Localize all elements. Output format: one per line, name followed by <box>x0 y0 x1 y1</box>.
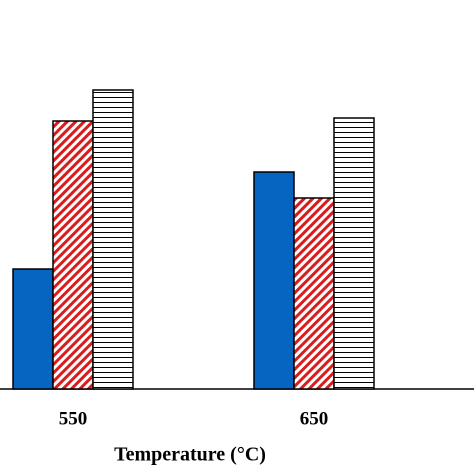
x-tick-label: 650 <box>300 408 329 429</box>
x-tick-label: 550 <box>59 408 88 429</box>
x-axis-title: Temperature (°C) <box>114 444 266 466</box>
bar <box>293 197 335 390</box>
bar <box>253 171 295 390</box>
bar <box>52 120 94 390</box>
bar <box>92 89 134 390</box>
bar <box>12 268 54 390</box>
bar <box>333 117 375 390</box>
